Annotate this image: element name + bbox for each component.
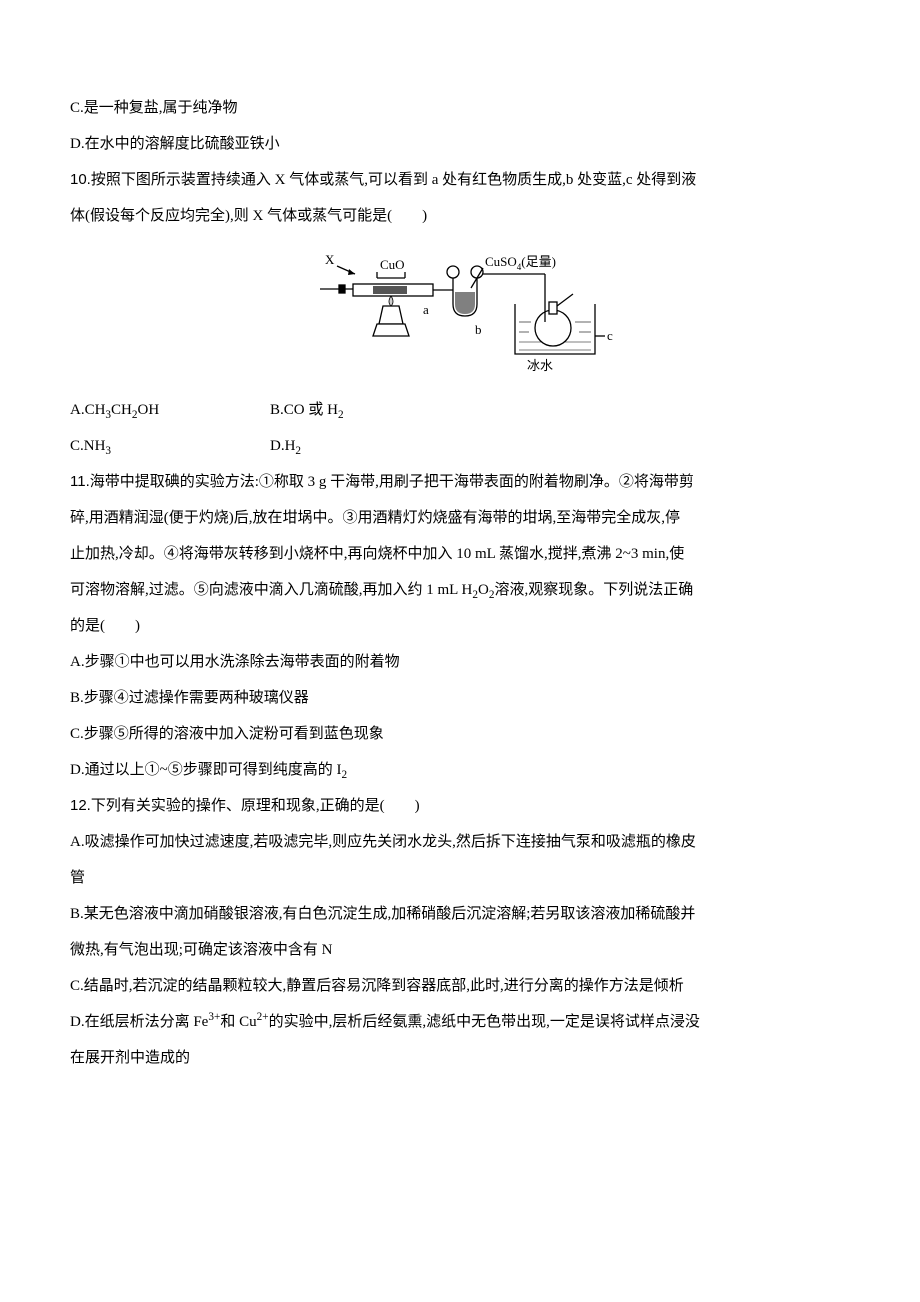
- q12-option-b-line1: B.某无色溶液中滴加硝酸银溶液,有白色沉淀生成,加稀硝酸后沉淀溶解;若另取该溶液…: [70, 896, 850, 932]
- q11-stem-line3: 止加热,冷却。④将海带灰转移到小烧杯中,再向烧杯中加入 10 mL 蒸馏水,搅拌…: [70, 536, 850, 572]
- q12-option-a-line2: 管: [70, 860, 850, 896]
- q11-stem-line5: 的是( ): [70, 608, 850, 644]
- diagram-label-c: c: [607, 328, 613, 343]
- diagram-label-x: X: [325, 252, 335, 267]
- q10-option-a: A.CH3CH2OH: [70, 392, 270, 428]
- q9-option-c: C.是一种复盐,属于纯净物: [70, 90, 850, 126]
- q10-number: 10.: [70, 171, 91, 188]
- q11-option-a: A.步骤①中也可以用水洗涤除去海带表面的附着物: [70, 644, 850, 680]
- q10-options-row1: A.CH3CH2OH B.CO 或 H2: [70, 392, 850, 428]
- diagram-label-ice: 冰水: [527, 358, 553, 373]
- q12-stem: 12.下列有关实验的操作、原理和现象,正确的是( ): [70, 788, 850, 824]
- q11-stem1-text: 海带中提取碘的实验方法:①称取 3 g 干海带,用刷子把干海带表面的附着物刷净。…: [90, 474, 694, 490]
- q10-option-b: B.CO 或 H2: [270, 392, 470, 428]
- q12-option-a-line1: A.吸滤操作可加快过滤速度,若吸滤完毕,则应先关闭水龙头,然后拆下连接抽气泵和吸…: [70, 824, 850, 860]
- q10-option-d: D.H2: [270, 428, 470, 464]
- q11-stem-line1: 11.海带中提取碘的实验方法:①称取 3 g 干海带,用刷子把干海带表面的附着物…: [70, 464, 850, 500]
- q12-number: 12.: [70, 797, 91, 814]
- q12-option-d-line2: 在展开剂中造成的: [70, 1040, 850, 1076]
- diagram-label-cuso4: CuSO4(足量): [485, 254, 556, 272]
- q10-options-row2: C.NH3 D.H2: [70, 428, 850, 464]
- q10-diagram: X CuO a CuSO4(足量): [70, 244, 850, 378]
- q9-option-d: D.在水中的溶解度比硫酸亚铁小: [70, 126, 850, 162]
- q10-stem-line1: 10.按照下图所示装置持续通入 X 气体或蒸气,可以看到 a 处有红色物质生成,…: [70, 162, 850, 198]
- q11-number: 11.: [70, 473, 90, 490]
- q12-option-c: C.结晶时,若沉淀的结晶颗粒较大,静置后容易沉降到容器底部,此时,进行分离的操作…: [70, 968, 850, 1004]
- q12-option-b-line2: 微热,有气泡出现;可确定该溶液中含有 N: [70, 932, 850, 968]
- diagram-label-b: b: [475, 322, 482, 337]
- q11-option-b: B.步骤④过滤操作需要两种玻璃仪器: [70, 680, 850, 716]
- q12-option-d-line1: D.在纸层析法分离 Fe3+和 Cu2+的实验中,层析后经氨熏,滤纸中无色带出现…: [70, 1004, 850, 1040]
- q12-stem-text: 下列有关实验的操作、原理和现象,正确的是( ): [91, 798, 420, 814]
- q11-option-d: D.通过以上①~⑤步骤即可得到纯度高的 I2: [70, 752, 850, 788]
- q10-stem-line2: 体(假设每个反应均完全),则 X 气体或蒸气可能是( ): [70, 198, 850, 234]
- q11-option-c: C.步骤⑤所得的溶液中加入淀粉可看到蓝色现象: [70, 716, 850, 752]
- q10-option-c: C.NH3: [70, 428, 270, 464]
- diagram-label-cuo: CuO: [380, 257, 405, 272]
- q11-stem-line2: 碎,用酒精润湿(便于灼烧)后,放在坩埚中。③用酒精灯灼烧盛有海带的坩埚,至海带完…: [70, 500, 850, 536]
- q10-stem1-text: 按照下图所示装置持续通入 X 气体或蒸气,可以看到 a 处有红色物质生成,b 处…: [91, 172, 696, 188]
- diagram-label-a: a: [423, 302, 429, 317]
- q11-stem-line4: 可溶物溶解,过滤。⑤向滤液中滴入几滴硫酸,再加入约 1 mL H2O2溶液,观察…: [70, 572, 850, 608]
